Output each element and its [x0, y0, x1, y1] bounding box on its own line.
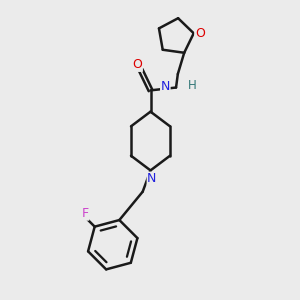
Text: N: N — [160, 80, 170, 93]
Text: H: H — [188, 79, 196, 92]
Text: F: F — [82, 207, 89, 220]
Text: N: N — [147, 172, 157, 185]
Text: O: O — [132, 58, 142, 71]
Text: O: O — [195, 27, 205, 40]
